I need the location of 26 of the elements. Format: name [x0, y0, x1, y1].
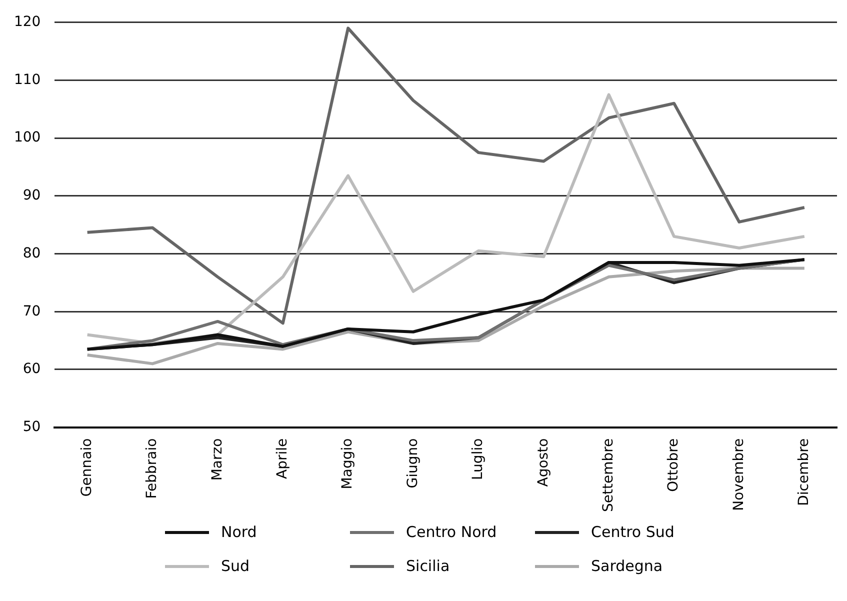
x-tick-label: Settembre [600, 438, 616, 512]
x-tick-label: Aprile [274, 438, 291, 479]
x-tick-label: Novembre [730, 438, 747, 511]
y-tick-label: 80 [22, 245, 41, 262]
y-tick-label: 90 [22, 188, 41, 204]
legend-label: Sud [221, 557, 250, 575]
x-tick-label: Febbraio [144, 438, 160, 499]
x-tick-label: Giugno [404, 438, 421, 488]
legend-label: Sicilia [406, 557, 450, 575]
legend-label: Centro Sud [591, 523, 674, 541]
x-tick-label: Ottobre [666, 438, 682, 492]
y-tick-label: 100 [14, 130, 41, 146]
legend-label: Centro Nord [406, 523, 497, 541]
y-tick-label: 120 [14, 14, 41, 30]
legend-label: Sardegna [591, 557, 663, 575]
y-tick-label: 110 [14, 72, 41, 88]
x-tick-label: Marzo [209, 438, 226, 481]
y-tick-label: 70 [22, 303, 41, 320]
y-tick-label: 60 [22, 361, 41, 378]
x-tick-label: Luglio [470, 438, 486, 480]
y-tick-label: 50 [22, 418, 41, 435]
legend-label: Nord [221, 523, 257, 541]
x-tick-label: Maggio [340, 438, 356, 490]
x-tick-label: Dicembre [796, 438, 812, 506]
x-tick-label: Gennaio [78, 438, 95, 497]
x-tick-label: Agosto [535, 438, 552, 487]
